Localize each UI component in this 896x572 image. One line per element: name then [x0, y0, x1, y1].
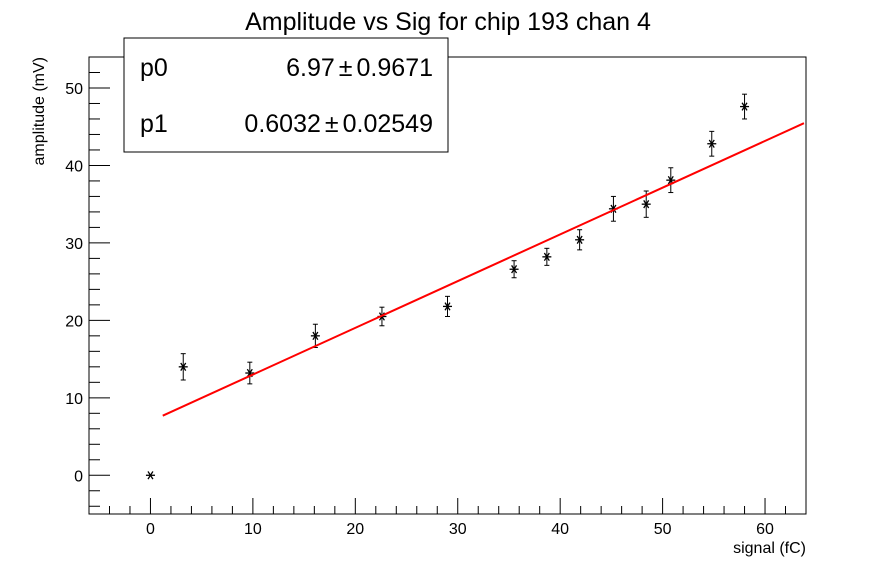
marker-star	[576, 235, 583, 244]
axis-ticks	[89, 56, 807, 514]
chart-title: Amplitude vs Sig for chip 193 chan 4	[245, 8, 651, 36]
marker-star	[543, 252, 550, 262]
data-point	[666, 167, 676, 194]
data-point	[740, 93, 750, 120]
y-tick-label: 0	[74, 468, 83, 485]
marker-star	[246, 368, 253, 378]
data-point	[707, 130, 717, 157]
marker-star	[511, 265, 518, 274]
marker-star	[444, 302, 451, 311]
y-tick-label: 20	[65, 313, 83, 330]
y-axis-label: amplitude (mV)	[31, 57, 48, 165]
x-tick-label: 0	[146, 521, 155, 538]
tick-labels: 0 10 20 30 40 50 60 0 10 20 30 40 50	[65, 81, 774, 538]
x-axis-label: signal (fC)	[733, 540, 806, 557]
data-point	[245, 361, 255, 385]
x-tick-label: 40	[551, 521, 569, 538]
x-tick-label: 60	[756, 521, 774, 538]
fit-stats-box: p0 6.97 ±0.9671 p1 0.6032 ±0.02549	[123, 37, 449, 153]
stat-p1-name: p1	[140, 110, 168, 138]
marker-star	[667, 175, 674, 185]
x-tick-label: 50	[654, 521, 672, 538]
y-tick-label: 30	[65, 236, 83, 253]
stat-p0-value: 6.97 ±0.9671	[286, 54, 433, 82]
marker-star	[643, 199, 650, 209]
x-tick-label: 10	[244, 521, 262, 538]
stats-box-frame	[123, 37, 449, 153]
data-point	[310, 323, 320, 348]
marker-star	[180, 362, 187, 372]
stat-p0-name: p0	[140, 54, 168, 82]
x-tick-label: 20	[346, 521, 364, 538]
x-tick-label: 30	[449, 521, 467, 538]
marker-star	[147, 471, 154, 480]
data-point	[443, 295, 452, 317]
data-point	[575, 229, 585, 251]
data-point	[608, 195, 618, 222]
marker-star	[708, 139, 715, 148]
data-point	[145, 471, 155, 480]
marker-star	[741, 102, 748, 111]
data-point	[178, 353, 188, 381]
data-point	[542, 247, 552, 266]
y-tick-label: 50	[65, 81, 83, 98]
data-point	[509, 260, 519, 279]
stat-p1-value: 0.6032 ±0.02549	[244, 110, 433, 138]
data-points	[145, 93, 750, 480]
y-tick-label: 10	[65, 391, 83, 408]
fit-line	[162, 122, 805, 417]
marker-star	[312, 331, 319, 341]
y-tick-label: 40	[65, 158, 83, 175]
